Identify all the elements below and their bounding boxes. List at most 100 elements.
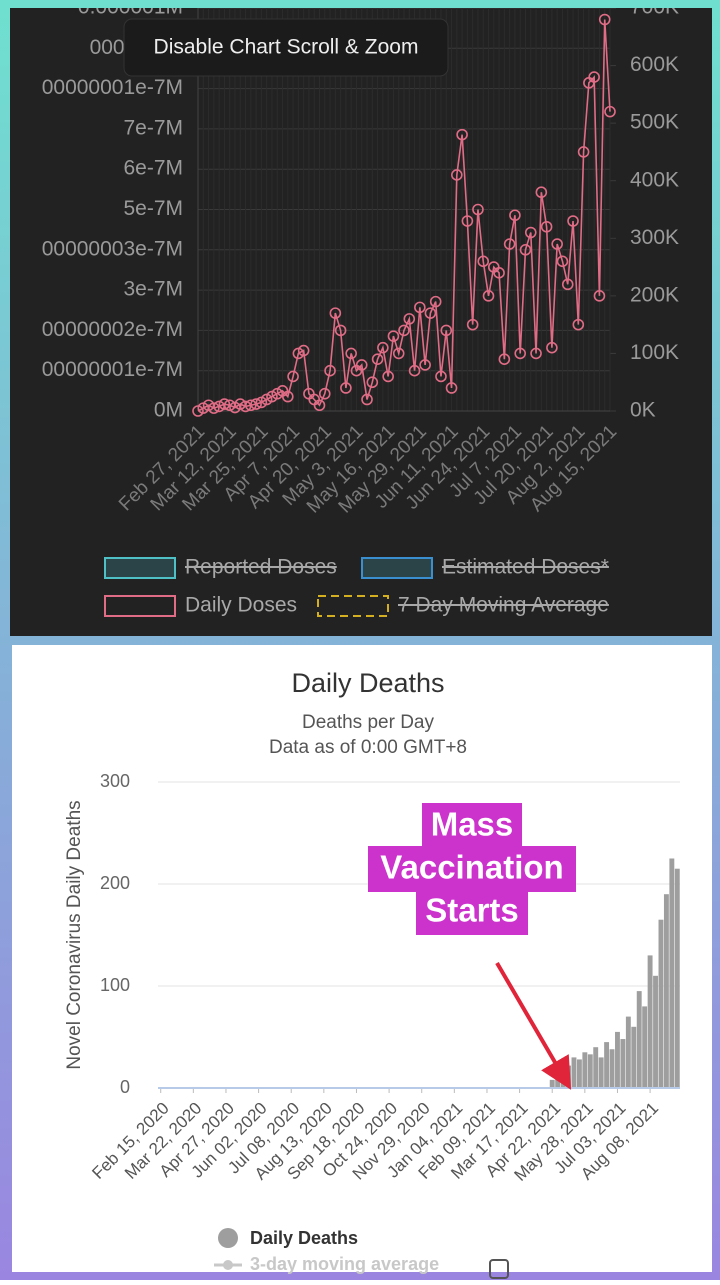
point <box>340 382 352 394</box>
bar <box>636 991 642 1088</box>
y-tick-label: 300 <box>100 771 130 791</box>
y-tick-label: 0 <box>120 1077 130 1097</box>
point <box>403 313 416 325</box>
bar <box>598 1057 604 1088</box>
bar <box>658 919 664 1088</box>
bar <box>615 1031 620 1088</box>
point <box>281 390 294 403</box>
point <box>546 341 558 354</box>
point <box>456 128 468 141</box>
point <box>561 278 574 291</box>
point <box>445 382 458 394</box>
y-tick-label: 00000003e-7M <box>42 237 183 260</box>
point <box>387 330 400 342</box>
bar <box>571 1057 577 1088</box>
y2-tick-label: 300K <box>630 226 679 249</box>
point <box>535 186 548 199</box>
bar <box>642 1006 648 1088</box>
annotation-text: Mass <box>431 806 514 843</box>
y2-tick-label: 200K <box>630 283 679 306</box>
legend-swatch-dot[interactable] <box>223 1260 233 1270</box>
chart-title: Daily Deaths <box>291 668 444 698</box>
point <box>577 146 590 158</box>
point <box>593 290 606 302</box>
point <box>287 370 299 383</box>
checkbox[interactable] <box>489 1259 509 1279</box>
doses-chart: 0M 00000001e-7M 00000002e-7M 3e-7M 00000003e… <box>42 0 679 617</box>
bar <box>587 1054 593 1088</box>
point <box>329 307 342 319</box>
point <box>551 238 563 250</box>
bar <box>609 1049 615 1088</box>
point <box>218 398 231 410</box>
bar <box>663 894 669 1088</box>
legend-swatch[interactable] <box>104 595 176 617</box>
point <box>419 359 431 371</box>
point <box>408 364 421 377</box>
y2-tick-label: 700K <box>630 0 679 19</box>
y2-tick-label: 500K <box>630 111 679 134</box>
legend-label[interactable]: 3-day moving average <box>250 1254 439 1274</box>
bar <box>576 1059 582 1088</box>
point <box>440 324 453 337</box>
point <box>355 359 368 371</box>
bar <box>593 1047 599 1088</box>
y-tick-label: 00000002e-7M <box>42 318 183 341</box>
bar <box>653 975 658 1088</box>
point <box>245 399 257 412</box>
point <box>461 215 474 227</box>
bar <box>625 1016 631 1088</box>
bar <box>549 1079 555 1088</box>
legend-swatch[interactable] <box>317 595 389 617</box>
point <box>524 226 537 239</box>
point <box>297 344 310 357</box>
legend-label[interactable]: Daily Doses <box>185 594 297 617</box>
point <box>366 376 379 389</box>
point <box>208 402 220 414</box>
point <box>466 318 479 331</box>
annotation-text: Vaccination <box>380 849 563 886</box>
point <box>414 301 426 314</box>
annotation-box <box>422 803 522 849</box>
point <box>392 347 405 360</box>
y-tick-label: 0.000001M <box>78 0 183 19</box>
point <box>377 341 389 354</box>
y2-tick-label: 0K <box>630 399 656 422</box>
legend-label[interactable]: Daily Deaths <box>250 1228 358 1248</box>
bar <box>620 1039 626 1088</box>
point <box>371 353 384 365</box>
bar <box>566 1065 571 1088</box>
point <box>567 215 579 227</box>
point <box>424 307 437 319</box>
point <box>324 364 336 377</box>
y-tick-label: 100 <box>100 975 130 995</box>
y-axis-label: Novel Coronavirus Daily Deaths <box>64 800 85 1069</box>
point <box>398 324 410 337</box>
point <box>519 244 532 256</box>
legend-swatch[interactable] <box>104 557 176 579</box>
point <box>556 255 569 268</box>
point <box>530 347 542 360</box>
point <box>540 220 553 233</box>
point <box>472 203 484 216</box>
legend-swatch[interactable] <box>361 557 433 579</box>
chart-subtitle: Deaths per Day <box>302 712 435 733</box>
button-label[interactable]: Disable Chart Scroll & Zoom <box>154 36 419 59</box>
point <box>361 393 373 406</box>
point <box>382 370 394 383</box>
point <box>503 238 516 250</box>
point <box>572 318 585 331</box>
point <box>334 324 347 337</box>
bar <box>582 1052 588 1088</box>
point <box>588 71 600 83</box>
annotation-text: Starts <box>425 892 519 929</box>
point <box>318 387 331 400</box>
button[interactable] <box>123 18 449 77</box>
point <box>250 398 262 410</box>
annotation-box <box>416 889 528 935</box>
legend-swatch[interactable] <box>218 1228 238 1248</box>
point <box>313 399 326 412</box>
bar <box>674 868 680 1088</box>
y-tick-label: 5e-7M <box>123 197 183 220</box>
